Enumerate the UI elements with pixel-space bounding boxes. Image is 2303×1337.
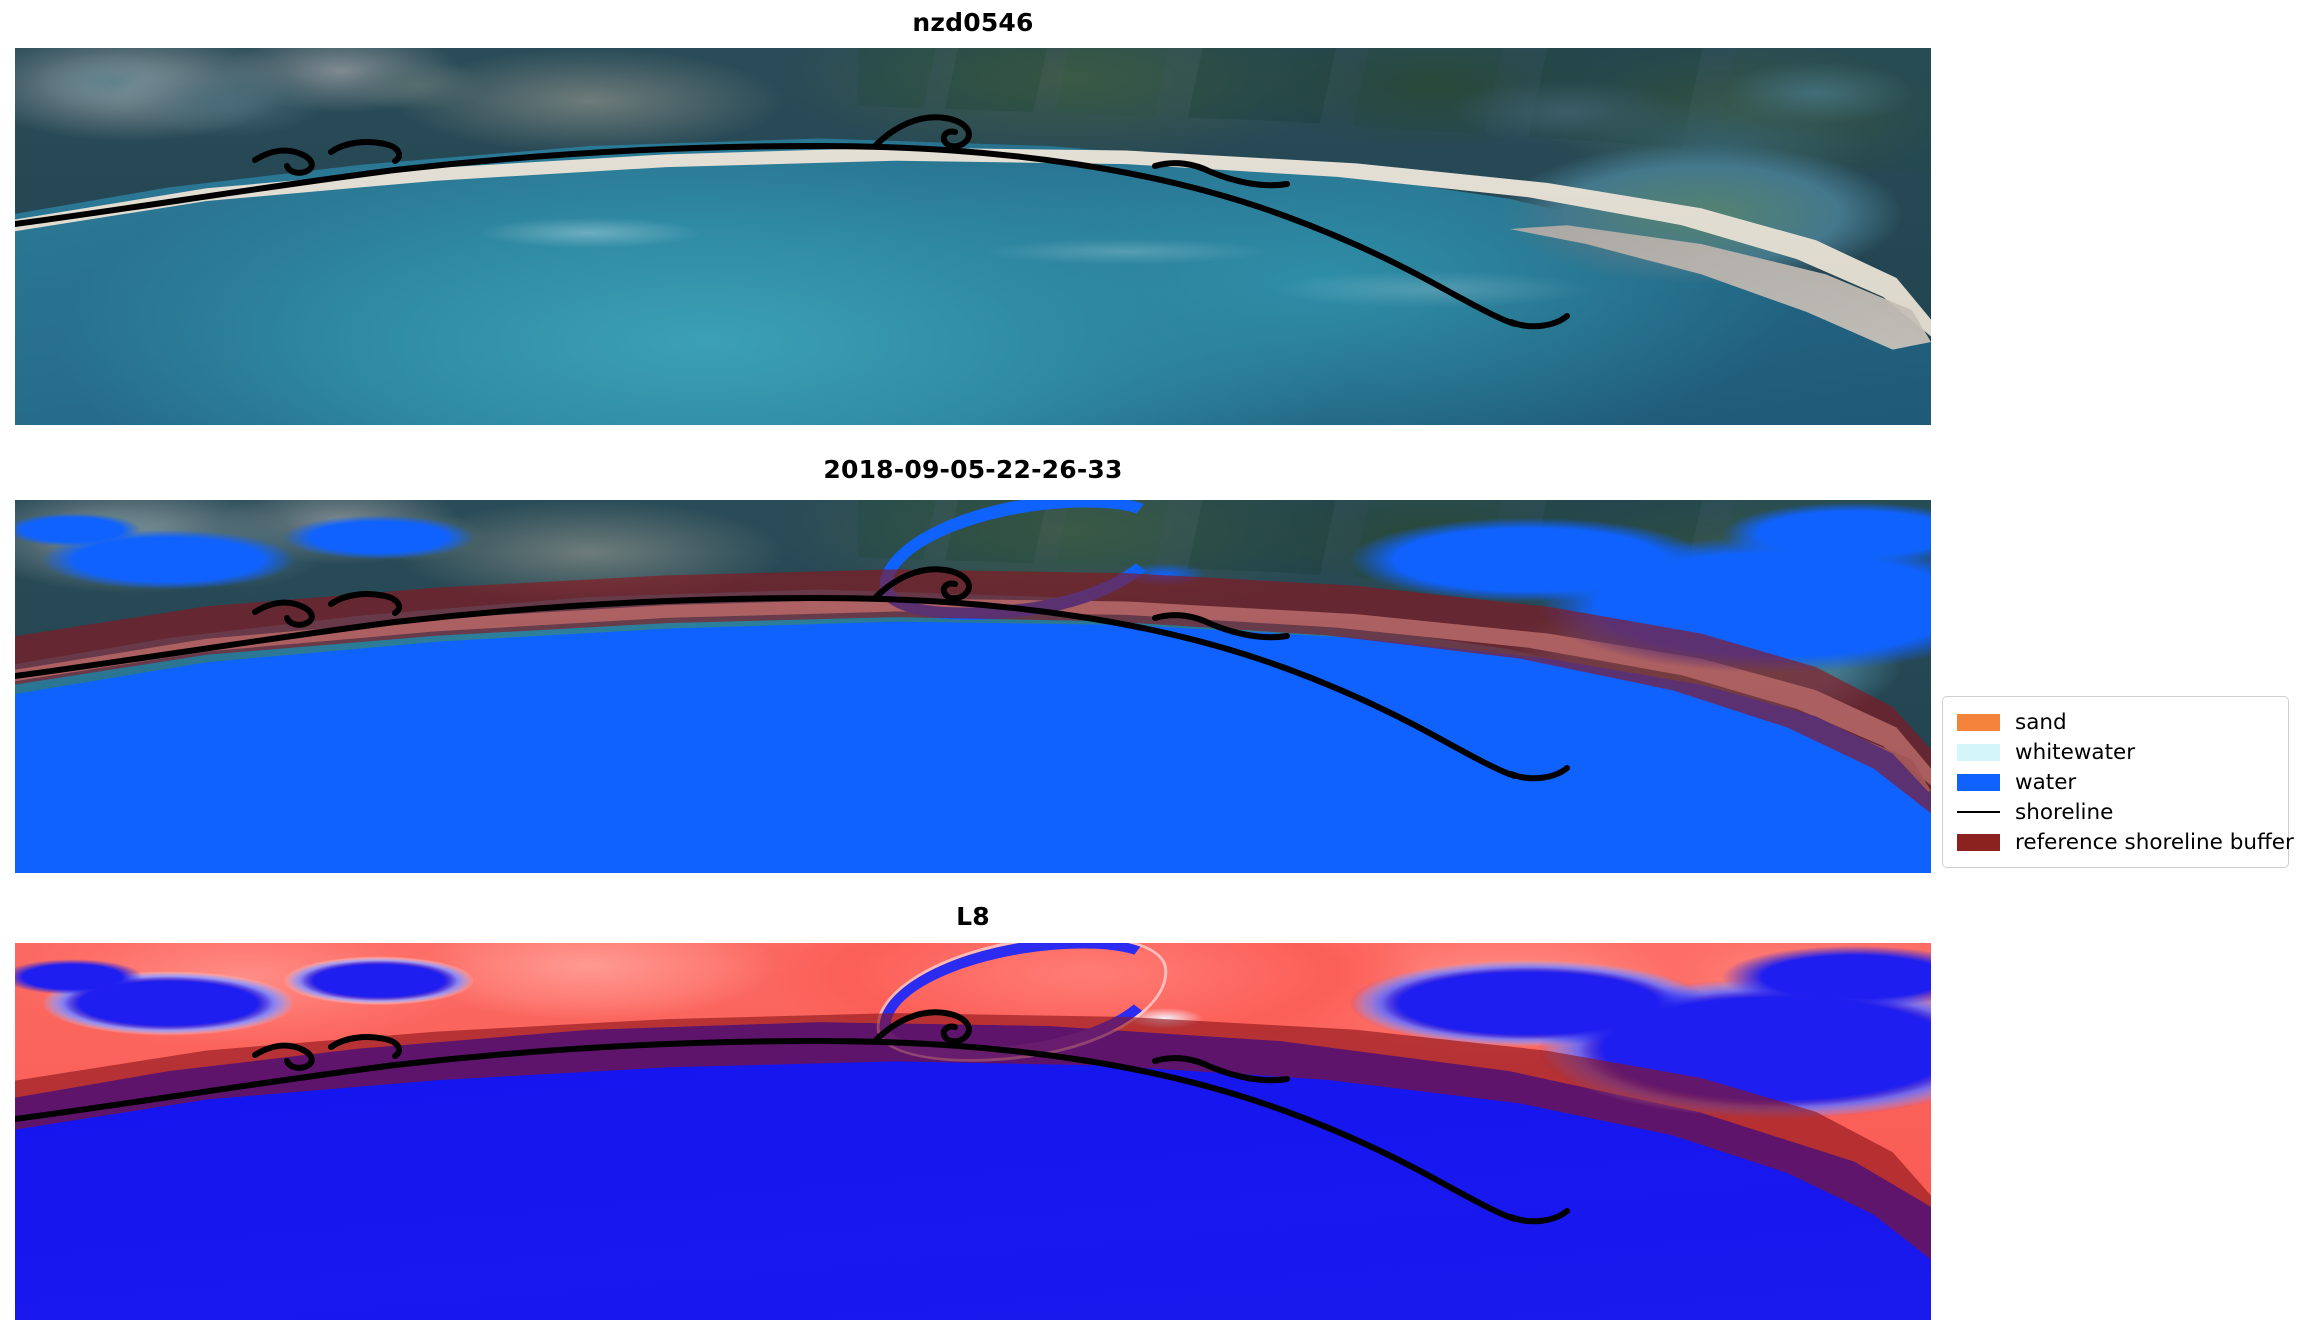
legend-item-sand: sand [1957, 707, 2276, 737]
legend-label-water: water [2015, 769, 2077, 795]
legend: sand whitewater water shoreline referenc… [1942, 696, 2294, 868]
shoreline-line-icon [1957, 804, 2000, 821]
panel-rgb-image [15, 48, 1931, 425]
legend-item-reference-buffer: reference shoreline buffer [1957, 827, 2294, 857]
panel-title-classified: 2018-09-05-22-26-33 [823, 455, 1123, 484]
panel-classified-image [15, 500, 1931, 873]
legend-label-whitewater: whitewater [2015, 739, 2136, 765]
legend-item-whitewater: whitewater [1957, 737, 2276, 767]
surf-zone [15, 48, 1931, 425]
legend-item-water: water [1957, 767, 2276, 797]
panel-nir-image [15, 943, 1931, 1320]
panel-title-rgb: nzd0546 [912, 8, 1034, 37]
reference-buffer-swatch-icon [1957, 833, 2000, 851]
sand-swatch-icon [1957, 713, 2000, 731]
whitewater-swatch-icon [1957, 743, 2000, 761]
legend-label-shoreline: shoreline [2015, 799, 2114, 825]
water-swatch-icon [1957, 773, 2000, 791]
legend-label-sand: sand [2015, 709, 2067, 735]
legend-item-shoreline: shoreline [1957, 797, 2276, 827]
panel-title-nir: L8 [956, 902, 990, 931]
legend-label-reference-buffer: reference shoreline buffer [2015, 829, 2294, 855]
